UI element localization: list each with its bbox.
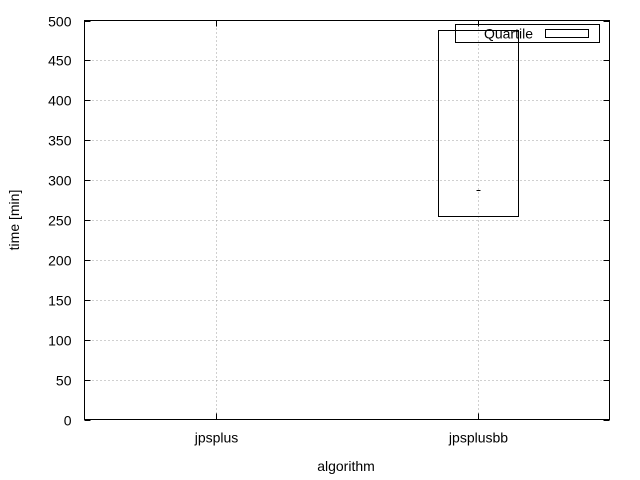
y-axis: 0 50 100 150 200 250 300 350 400 450 500 xyxy=(48,14,610,429)
y-tick-label: 100 xyxy=(48,333,72,349)
y-tick-label: 400 xyxy=(48,93,72,109)
y-tick-label: 150 xyxy=(48,293,72,309)
plot-frame xyxy=(84,20,610,420)
x-tick-label: jpsplusbb xyxy=(448,430,508,446)
quartile-box xyxy=(438,30,519,217)
y-tick-label: 200 xyxy=(48,253,72,269)
y-tick-label: 500 xyxy=(48,14,72,30)
y-tick-label: 350 xyxy=(48,133,72,149)
y-axis-label: time [min] xyxy=(6,190,22,251)
x-tick-label: jpsplus xyxy=(194,430,239,446)
y-tick-label: 300 xyxy=(48,173,72,189)
legend-label: Quartile xyxy=(484,26,533,42)
legend: Quartile xyxy=(455,24,600,43)
x-axis-label: algorithm xyxy=(317,458,375,474)
x-axis: jpsplus jpsplusbb xyxy=(194,20,508,446)
legend-frame xyxy=(455,24,600,43)
legend-swatch xyxy=(545,29,589,38)
y-tick-label: 0 xyxy=(64,413,72,429)
grid-lines xyxy=(84,20,610,420)
y-tick-label: 50 xyxy=(56,373,72,389)
box-series xyxy=(438,30,519,217)
y-tick-label: 450 xyxy=(48,53,72,69)
y-tick-label: 250 xyxy=(48,213,72,229)
